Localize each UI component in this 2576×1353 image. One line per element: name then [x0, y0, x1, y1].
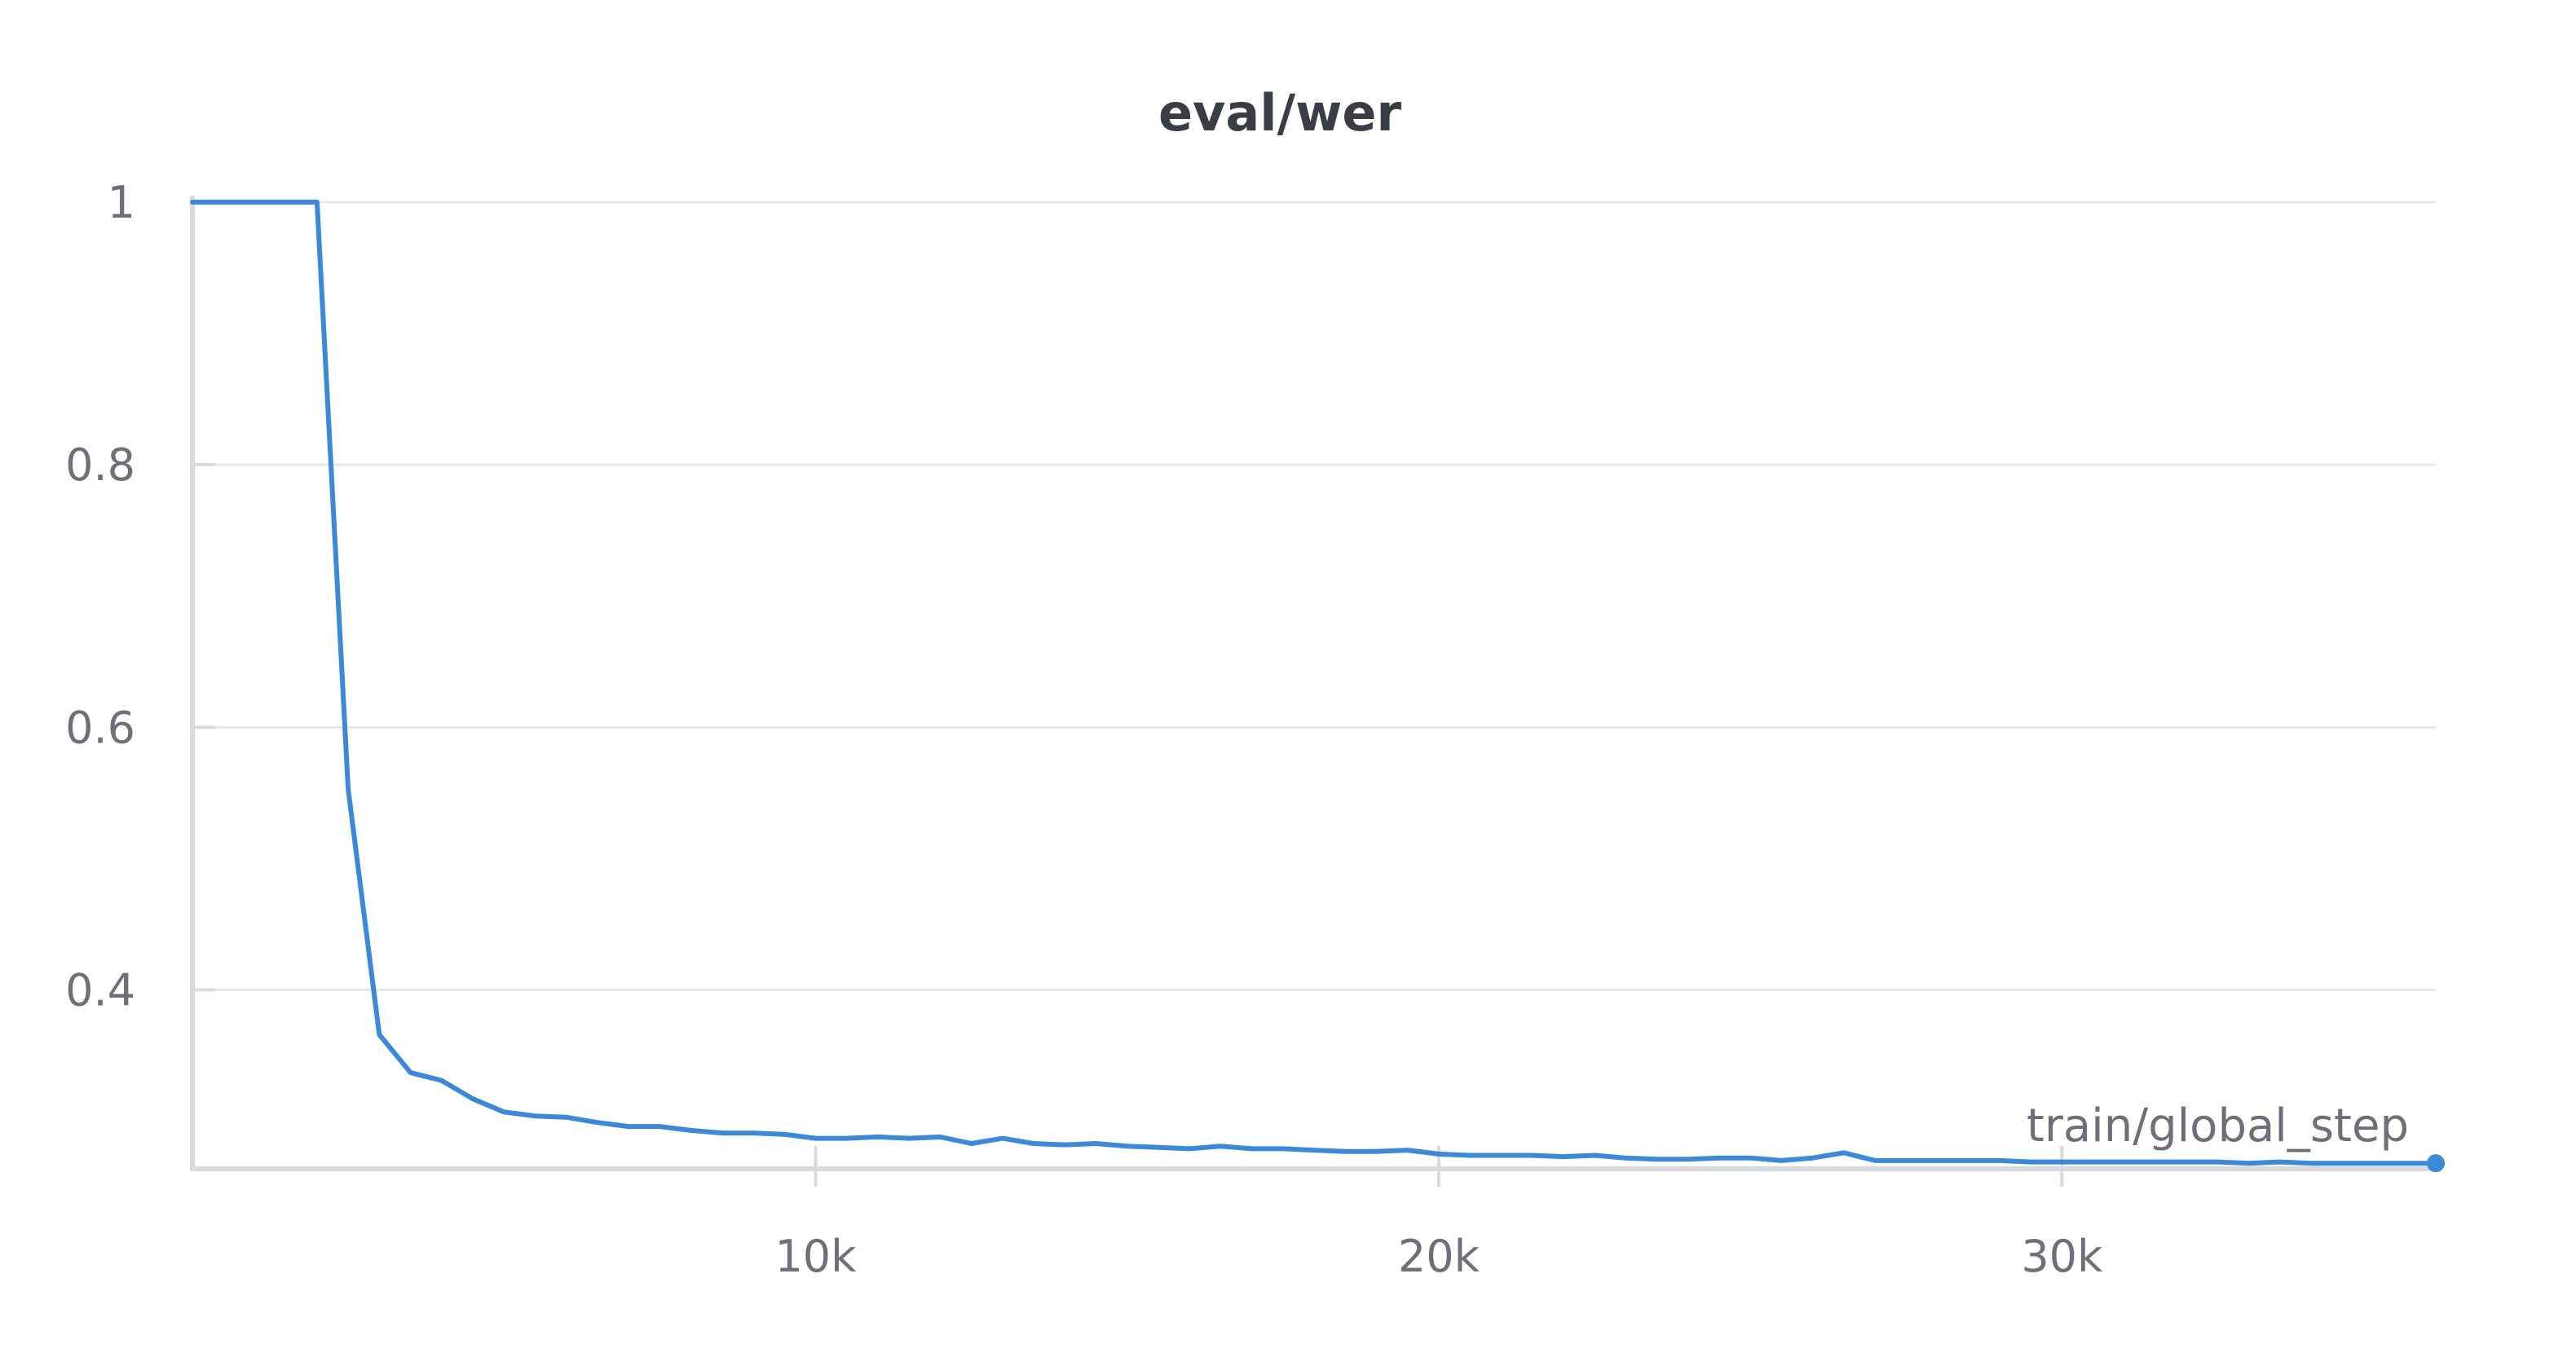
x-tick-label: 30k	[2021, 1231, 2103, 1282]
series-end-point	[2427, 1154, 2445, 1173]
x-tick-label: 20k	[1398, 1231, 1480, 1282]
series-line	[190, 200, 2438, 1166]
y-tick-label: 0.6	[65, 702, 135, 753]
x-axis-ticks: 10k 20k 30k	[774, 1146, 2103, 1282]
y-axis-ticks: 0.4 0.6 0.8 1	[65, 177, 215, 1016]
y-tick-label: 1	[108, 177, 135, 228]
x-axis-label: train/global_step	[2027, 1100, 2409, 1152]
series-group	[190, 200, 2445, 1173]
x-tick-label: 10k	[774, 1231, 857, 1282]
chart-title: eval/wer	[1158, 83, 1402, 143]
y-tick-label: 0.4	[65, 965, 135, 1016]
y-tick-label: 0.8	[65, 439, 135, 491]
grid-lines	[192, 201, 2436, 992]
